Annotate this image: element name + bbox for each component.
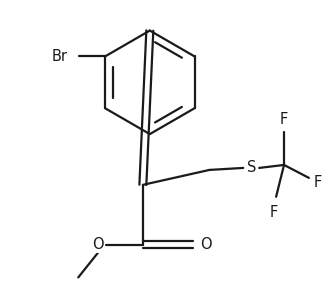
Text: S: S <box>247 160 256 175</box>
Text: O: O <box>201 237 212 252</box>
Text: F: F <box>280 112 288 127</box>
Text: F: F <box>270 205 278 220</box>
Text: F: F <box>314 175 322 190</box>
Text: O: O <box>92 237 104 252</box>
Text: Br: Br <box>51 49 67 64</box>
